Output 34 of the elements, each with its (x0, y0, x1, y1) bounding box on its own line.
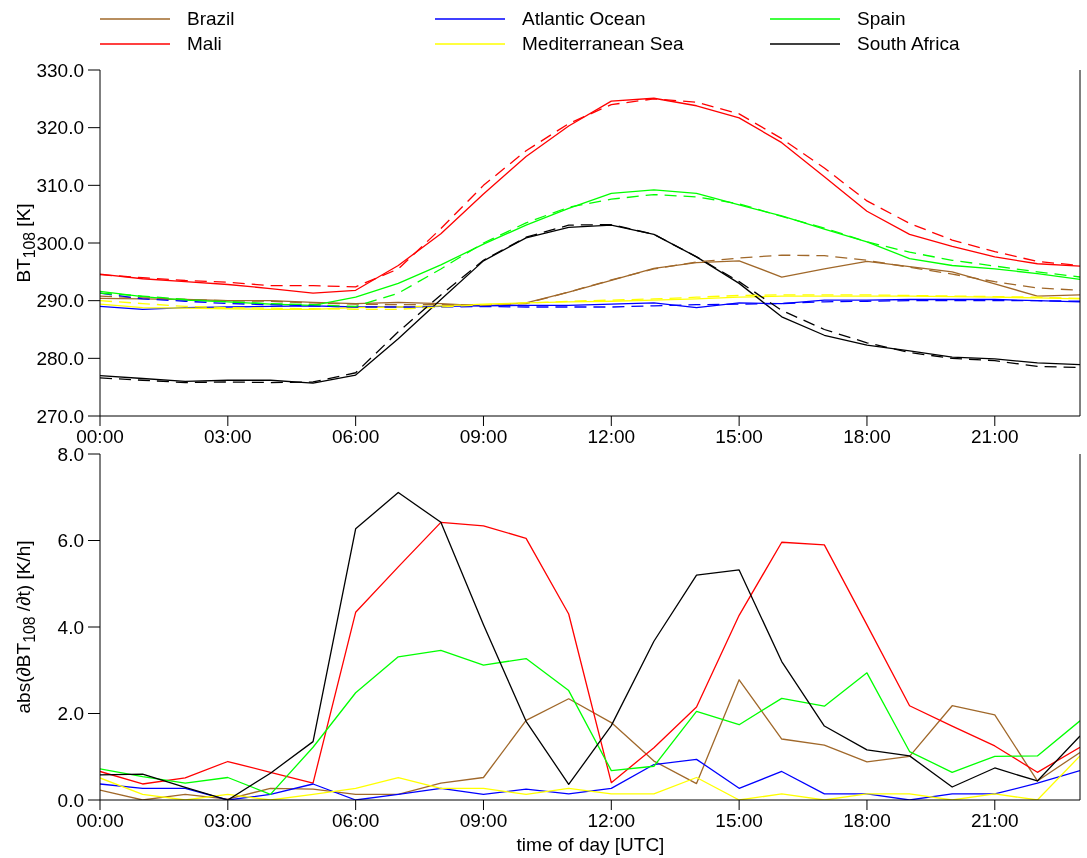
legend-label: Mali (187, 32, 222, 55)
legend-label: Atlantic Ocean (522, 7, 646, 30)
y-tick-label: 320.0 (36, 117, 84, 139)
y-tick-label: 280.0 (36, 348, 84, 370)
x-tick-label: 18:00 (843, 810, 891, 832)
x-tick-label: 18:00 (843, 426, 891, 448)
y-tick-label: 290.0 (36, 290, 84, 312)
legend-label: South Africa (857, 32, 960, 55)
x-tick-label: 12:00 (587, 810, 636, 832)
y-tick-label: 2.0 (57, 703, 84, 725)
y-tick-label: 0.0 (57, 789, 84, 811)
y-tick-label: 270.0 (36, 405, 84, 427)
x-tick-label: 03:00 (204, 810, 252, 832)
x-tick-label: 12:00 (587, 426, 636, 448)
x-tick-label: 15:00 (715, 426, 763, 448)
y-tick-label: 6.0 (57, 530, 84, 552)
legend-label: Mediterranean Sea (522, 32, 684, 55)
x-axis-title: time of day [UTC] (516, 834, 665, 856)
legend-label: Spain (857, 7, 906, 30)
y-tick-label: 330.0 (36, 59, 84, 81)
x-tick-label: 15:00 (715, 810, 763, 832)
legend-label: Brazil (187, 7, 235, 30)
x-tick-label: 03:00 (204, 426, 252, 448)
x-tick-label: 00:00 (76, 810, 124, 832)
y-tick-label: 4.0 (57, 616, 84, 638)
x-tick-label: 06:00 (331, 426, 380, 448)
x-tick-label: 21:00 (971, 810, 1019, 832)
x-tick-label: 09:00 (459, 426, 508, 448)
line-series (100, 649, 1080, 796)
x-tick-label: 21:00 (971, 426, 1019, 448)
y-tick-label: 300.0 (36, 232, 84, 254)
x-tick-label: 06:00 (331, 810, 380, 832)
y-tick-label: 310.0 (36, 175, 84, 197)
x-tick-label: 09:00 (459, 810, 508, 832)
